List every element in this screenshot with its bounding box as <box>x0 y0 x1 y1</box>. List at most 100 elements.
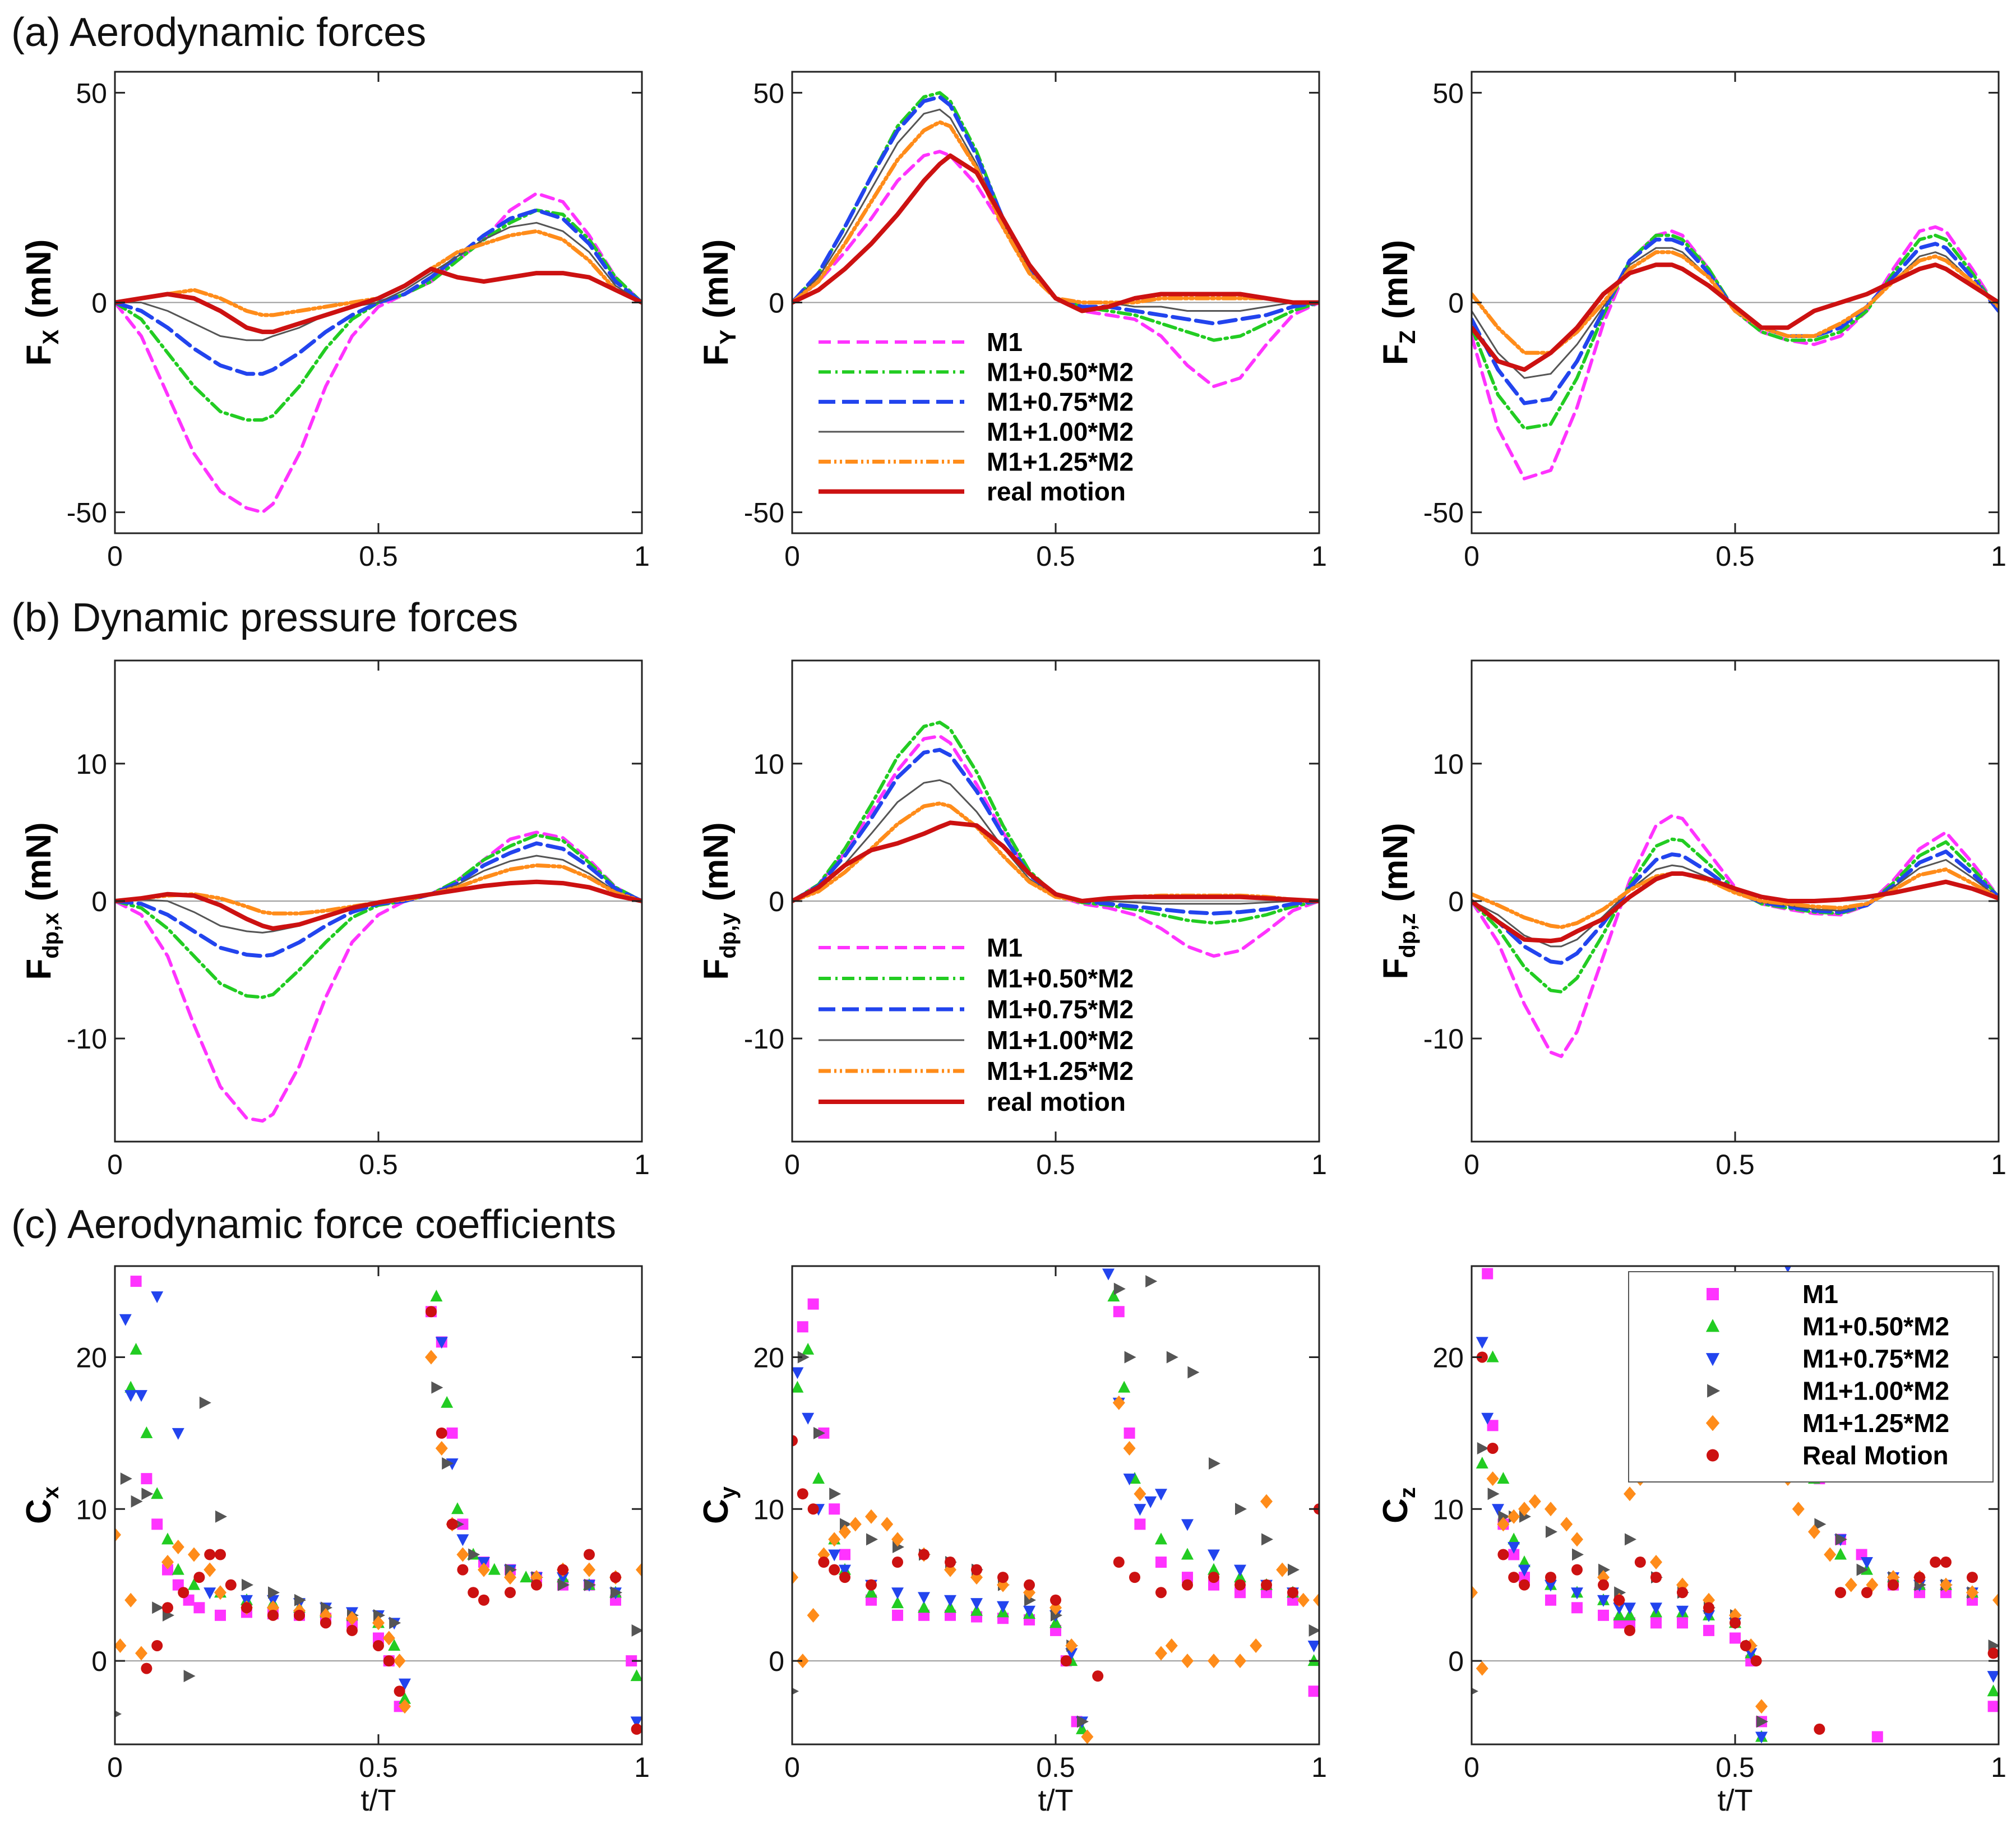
point-s3-22 <box>1261 1533 1273 1546</box>
point-s4-21 <box>1155 1646 1167 1661</box>
point-s5-12 <box>1677 1587 1688 1599</box>
point-s5-17 <box>1814 1723 1825 1735</box>
point-s1-3 <box>1508 1532 1520 1545</box>
point-s3-3 <box>829 1488 841 1500</box>
point-s5-14 <box>1730 1617 1741 1629</box>
point-s3-24 <box>1308 1624 1319 1637</box>
point-s4-2 <box>124 1592 137 1608</box>
point-s1-4 <box>1518 1555 1531 1568</box>
point-s5-22 <box>1930 1557 1941 1568</box>
series-line-3 <box>792 108 1319 312</box>
y-axis-label-sub: z <box>1395 1487 1420 1498</box>
point-s4-24 <box>1844 1577 1857 1592</box>
point-s0-6 <box>1571 1602 1583 1614</box>
plot-area <box>1472 1266 1999 1744</box>
point-s4-23 <box>1181 1654 1194 1669</box>
point-s5-22 <box>1261 1579 1272 1591</box>
point-s4-30 <box>1313 1592 1319 1608</box>
y-axis-label: FX (mN) <box>20 239 63 366</box>
point-s1-8 <box>944 1601 956 1613</box>
plot-area <box>115 830 642 1123</box>
point-s1-6 <box>891 1596 904 1609</box>
point-s4-4 <box>161 1555 174 1570</box>
ytick-label-0: -10 <box>1423 1023 1464 1055</box>
point-s5-13 <box>1703 1602 1714 1614</box>
point-s3-23 <box>1288 1563 1300 1576</box>
point-s0-5 <box>1545 1594 1556 1606</box>
point-s3-20 <box>1856 1563 1869 1576</box>
point-s2-16 <box>1784 1266 1792 1273</box>
ytick-label-1: 0 <box>1448 886 1464 917</box>
point-s5-9 <box>945 1557 956 1568</box>
legend-a: M1M1+0.50*M2M1+0.75*M2M1+1.00*M2M1+1.25*… <box>819 327 1134 506</box>
point-s4-1 <box>115 1638 127 1653</box>
point-s3-19 <box>468 1548 480 1561</box>
point-s1-0 <box>792 1380 804 1393</box>
y-axis-label-main: F <box>697 345 736 366</box>
y-axis-label-unit: (mN) <box>697 822 736 901</box>
series-line-5 <box>1472 262 1999 372</box>
series-line-2 <box>1472 237 1999 405</box>
point-s0-11 <box>1677 1617 1688 1629</box>
point-s5-4 <box>829 1564 840 1576</box>
y-axis-label-main: F <box>697 959 736 980</box>
point-s5-14 <box>383 1655 395 1667</box>
xtick-label-2: 1 <box>1311 1752 1327 1783</box>
point-s5-0 <box>141 1662 152 1674</box>
point-s5-11 <box>1650 1572 1662 1583</box>
point-s2-13 <box>399 1678 411 1691</box>
point-s4-18 <box>425 1350 437 1365</box>
y-axis-label-sub: X <box>39 330 63 345</box>
ytick-label-1: 10 <box>76 1494 107 1525</box>
point-s2-14 <box>1745 1648 1758 1660</box>
y-axis-label: FY (mN) <box>697 239 741 366</box>
point-s0-10 <box>1650 1617 1662 1629</box>
point-s3-0 <box>1472 1687 1478 1695</box>
xtick-label-0: 0 <box>107 1149 123 1180</box>
point-s3-15 <box>389 1617 401 1629</box>
series-line-2 <box>1472 849 1999 965</box>
point-s3-22 <box>558 1578 570 1591</box>
point-s2-19 <box>1861 1557 1873 1569</box>
point-s0-2 <box>151 1518 163 1530</box>
ytick-label-2: 10 <box>76 749 107 780</box>
y-axis-label: Cz <box>1376 1487 1420 1523</box>
point-s5-25 <box>1987 1647 1999 1659</box>
series-line-1 <box>1472 837 1999 994</box>
point-s2-16 <box>456 1534 469 1546</box>
point-s5-26 <box>610 1572 621 1583</box>
point-s1-1 <box>130 1342 142 1355</box>
point-s3-24 <box>611 1586 622 1599</box>
point-s1-12 <box>1049 1616 1062 1628</box>
point-s5-5 <box>204 1549 216 1560</box>
y-axis-label-sub: dp,x <box>39 913 63 959</box>
point-s2-14 <box>435 1337 448 1349</box>
point-s2-7 <box>1597 1595 1610 1607</box>
ytick-label-0: -10 <box>744 1023 784 1055</box>
point-s1-5 <box>172 1563 184 1575</box>
point-s5-20 <box>468 1587 479 1599</box>
point-s4-6 <box>1528 1494 1541 1509</box>
series-line-2 <box>115 841 642 958</box>
point-s1-24 <box>1987 1684 1999 1697</box>
series-line-4 <box>792 120 1319 304</box>
xtick-label-0: 0 <box>1464 541 1479 572</box>
point-s5-13 <box>373 1640 384 1651</box>
point-s5-3 <box>178 1587 189 1599</box>
ytick-label-1: 0 <box>769 886 784 917</box>
section-title-a: (a) Aerodynamic forces <box>11 10 426 55</box>
plot-area <box>792 1268 1319 1744</box>
y-axis-label-main: C <box>20 1499 58 1524</box>
ytick-label-0: 0 <box>1448 1646 1464 1677</box>
point-s3-11 <box>294 1594 306 1606</box>
point-s4-7 <box>865 1509 877 1524</box>
point-s2-12 <box>1703 1610 1715 1622</box>
series-line-0 <box>115 830 642 1123</box>
point-s5-24 <box>557 1564 568 1576</box>
legend-label-1: M1+0.50*M2 <box>987 964 1134 993</box>
point-s0-4 <box>839 1549 850 1560</box>
ytick-label-2: 20 <box>753 1342 784 1373</box>
point-s5-11 <box>997 1572 1009 1583</box>
point-s4-22 <box>1165 1638 1178 1653</box>
